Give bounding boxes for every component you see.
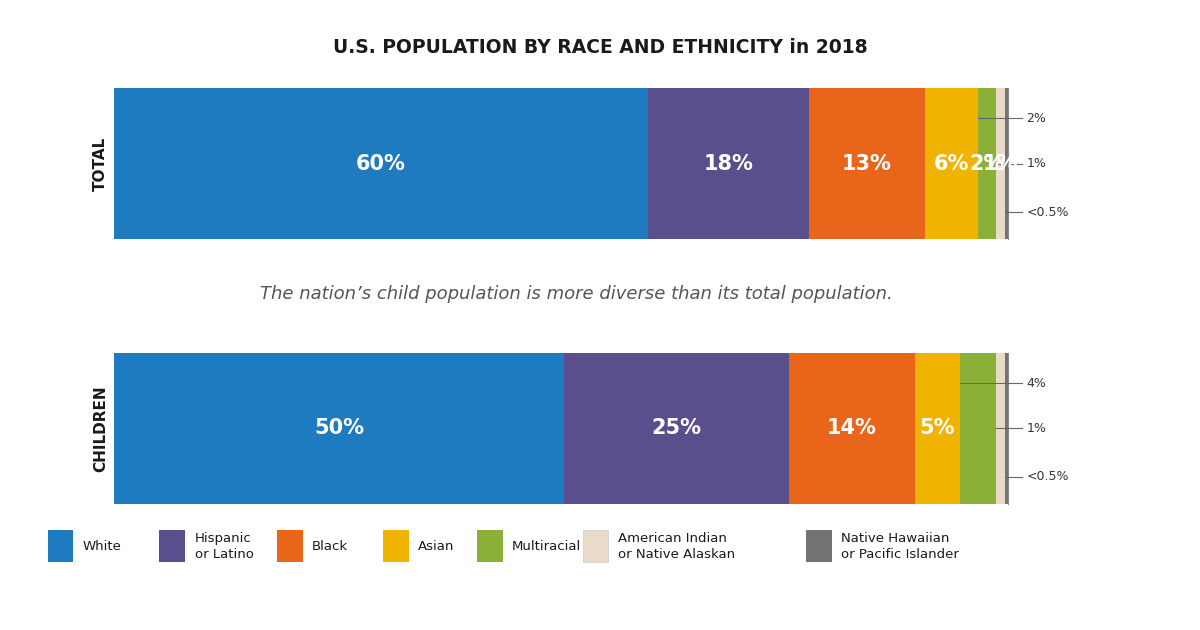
Text: 5%: 5% xyxy=(919,418,955,438)
Text: Native Hawaiian
or Pacific Islander: Native Hawaiian or Pacific Islander xyxy=(841,532,959,561)
Bar xyxy=(960,353,996,504)
Text: Asian: Asian xyxy=(418,539,455,553)
Text: TOTAL: TOTAL xyxy=(92,137,108,191)
FancyBboxPatch shape xyxy=(583,530,608,562)
Text: Multiracial: Multiracial xyxy=(512,539,581,553)
Text: 18%: 18% xyxy=(703,154,754,174)
Text: Black: Black xyxy=(312,539,348,553)
FancyBboxPatch shape xyxy=(806,530,832,562)
Text: 1%: 1% xyxy=(1026,422,1046,435)
Bar xyxy=(114,88,648,239)
Bar xyxy=(564,353,788,504)
FancyBboxPatch shape xyxy=(476,530,503,562)
Text: 1%: 1% xyxy=(1026,158,1046,170)
Text: CHILDREN: CHILDREN xyxy=(92,385,108,472)
Text: <0.5%: <0.5% xyxy=(1026,205,1069,219)
Text: 25%: 25% xyxy=(652,418,701,438)
Bar xyxy=(1004,353,1008,504)
FancyBboxPatch shape xyxy=(383,530,408,562)
Text: White: White xyxy=(83,539,121,553)
Bar xyxy=(978,88,996,239)
Bar xyxy=(1004,88,1008,239)
Bar xyxy=(809,88,925,239)
Bar xyxy=(914,353,960,504)
Bar xyxy=(925,88,978,239)
FancyBboxPatch shape xyxy=(48,530,73,562)
Text: 2%: 2% xyxy=(1026,112,1046,125)
Text: 4%: 4% xyxy=(1026,377,1046,389)
Bar xyxy=(996,88,1004,239)
Text: 6%: 6% xyxy=(934,154,970,174)
Text: 14%: 14% xyxy=(827,418,877,438)
Text: American Indian
or Native Alaskan: American Indian or Native Alaskan xyxy=(618,532,736,561)
Text: 2%: 2% xyxy=(970,154,1004,174)
FancyBboxPatch shape xyxy=(160,530,185,562)
Bar xyxy=(788,353,914,504)
Text: The nation’s child population is more diverse than its total population.: The nation’s child population is more di… xyxy=(259,285,893,303)
Text: U.S. POPULATION BY RACE AND ETHNICITY in 2018: U.S. POPULATION BY RACE AND ETHNICITY in… xyxy=(332,38,868,57)
Text: Hispanic
or Latino: Hispanic or Latino xyxy=(194,532,253,561)
Text: <0.5%: <0.5% xyxy=(1026,470,1069,483)
Text: 60%: 60% xyxy=(356,154,406,174)
Text: 1%: 1% xyxy=(983,154,1018,174)
Text: 13%: 13% xyxy=(842,154,892,174)
Bar xyxy=(996,353,1004,504)
FancyBboxPatch shape xyxy=(277,530,302,562)
Text: 50%: 50% xyxy=(314,418,364,438)
Bar xyxy=(648,88,809,239)
Bar xyxy=(114,353,564,504)
